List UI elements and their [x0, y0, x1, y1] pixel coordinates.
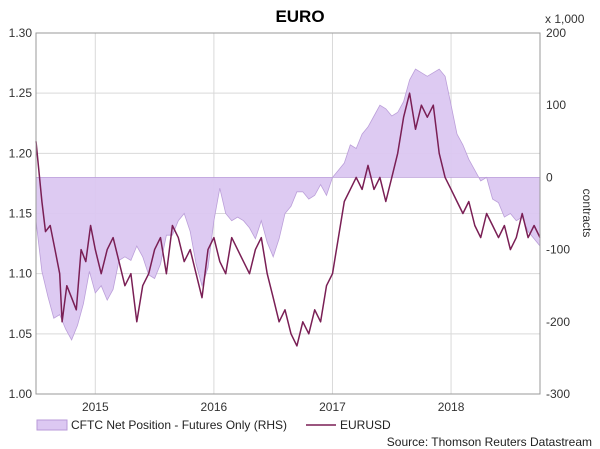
- x-tick-label: 2015: [82, 400, 109, 414]
- left-tick-label: 1.20: [9, 146, 33, 160]
- right-axis: 200 100 0 -100 -200 -300: [546, 26, 570, 401]
- legend-label-cftc: CFTC Net Position - Futures Only (RHS): [71, 418, 287, 432]
- legend-swatch-cftc: [36, 419, 68, 431]
- eurusd-line: [35, 92, 541, 347]
- eurusd-line-series: [35, 92, 541, 347]
- right-tick-label: 100: [546, 98, 566, 112]
- source-note: Source: Thomson Reuters Datastream: [387, 435, 592, 449]
- left-tick-label: 1.15: [9, 207, 33, 221]
- left-tick-label: 1.05: [9, 327, 33, 341]
- legend-label-eurusd: EURUSD: [340, 418, 391, 432]
- right-tick-label: -300: [546, 387, 570, 401]
- x-tick-label: 2017: [319, 400, 346, 414]
- left-tick-label: 1.25: [9, 86, 33, 100]
- legend: CFTC Net Position - Futures Only (RHS) E…: [36, 418, 391, 432]
- cftc-area-fill: [35, 68, 541, 341]
- right-tick-label: -100: [546, 243, 570, 257]
- left-tick-label: 1.30: [9, 26, 33, 40]
- x-tick-label: 2018: [438, 400, 465, 414]
- cftc-area-series: [35, 68, 541, 341]
- plot-frame: [35, 32, 541, 395]
- right-tick-label: -200: [546, 315, 570, 329]
- chart-title: EURO: [275, 7, 324, 26]
- left-tick-label: 1.00: [9, 387, 33, 401]
- right-axis-label: contracts: [580, 189, 594, 238]
- x-axis: 2015 2016 2017 2018: [82, 400, 465, 414]
- right-axis-multiplier: x 1,000: [545, 12, 585, 26]
- left-axis: 1.00 1.05 1.10 1.15 1.20 1.25 1.30: [9, 26, 33, 401]
- right-tick-label: 200: [546, 26, 566, 40]
- left-tick-label: 1.10: [9, 267, 33, 281]
- x-tick-label: 2016: [201, 400, 228, 414]
- right-tick-label: 0: [546, 170, 553, 184]
